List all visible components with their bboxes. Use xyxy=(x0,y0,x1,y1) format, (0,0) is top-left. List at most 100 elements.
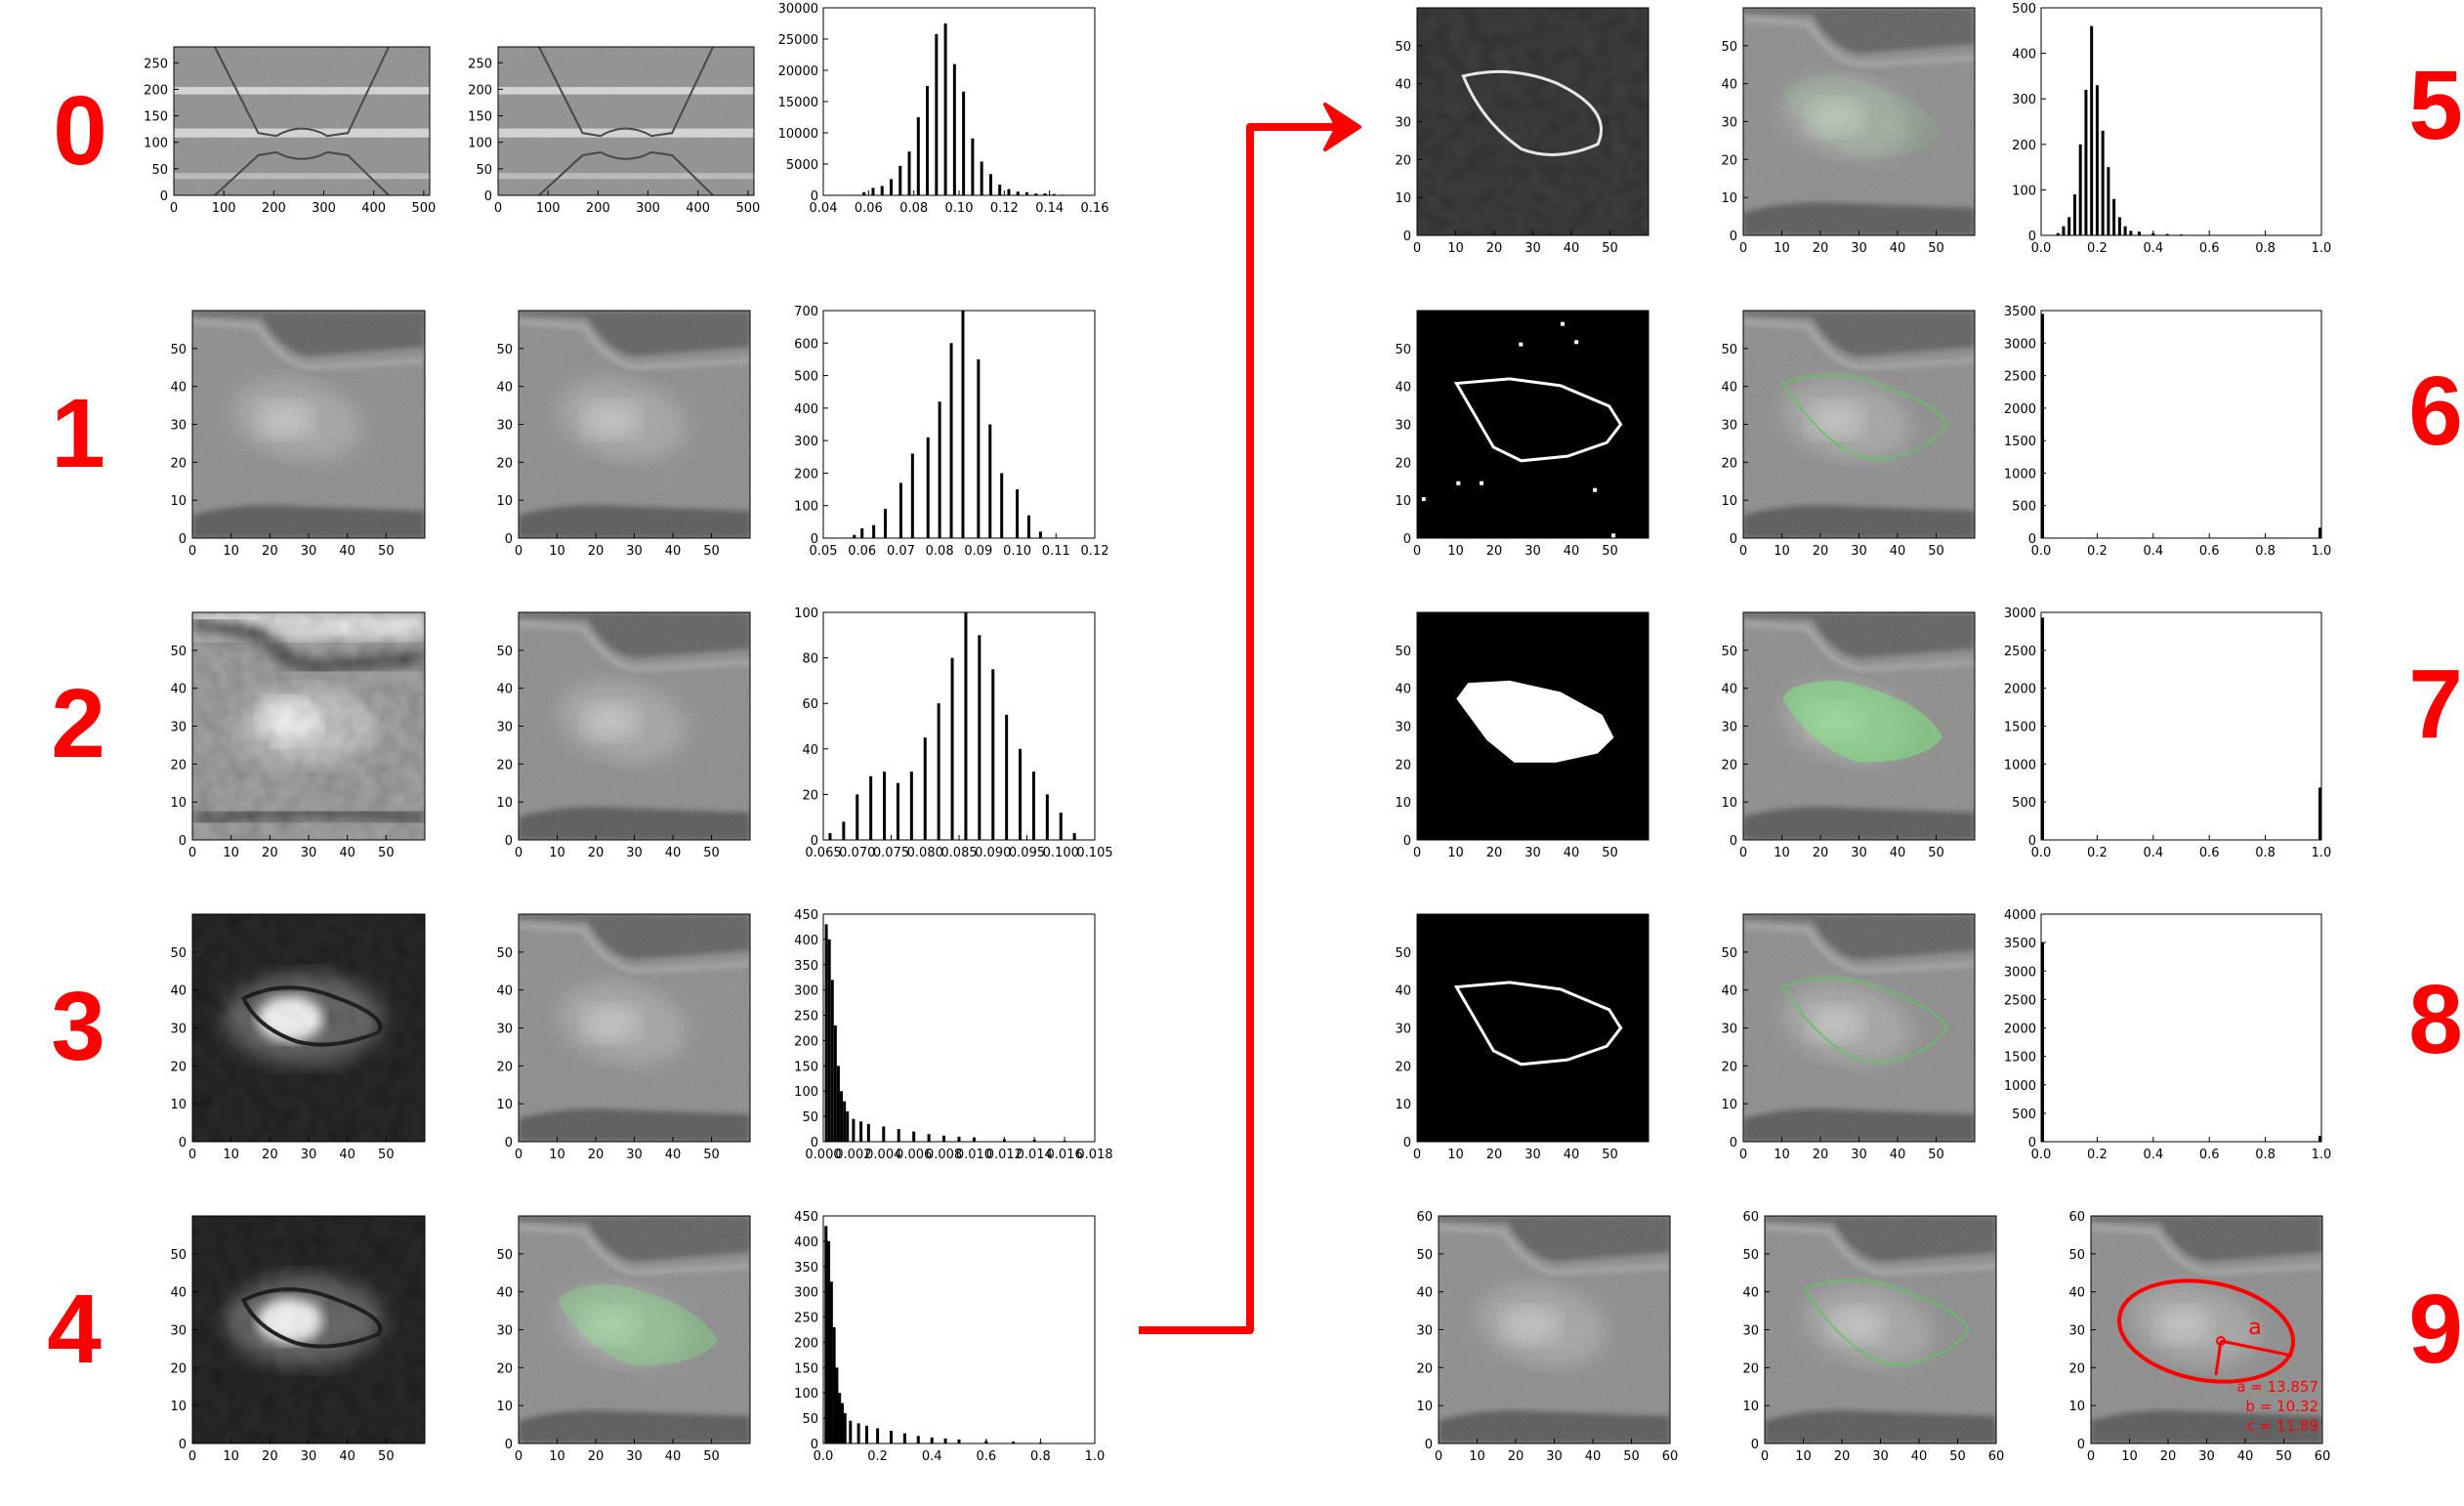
histogram-bar xyxy=(2072,194,2076,235)
flow-arrow-line xyxy=(1139,123,1338,1334)
x-tick-label: 30 xyxy=(1872,1449,1889,1464)
processed-image: 0 10 20 30 40 50 0 10 20 30 40 50 xyxy=(170,310,426,559)
histogram-bar xyxy=(840,1091,844,1142)
histogram-bar xyxy=(849,1420,853,1443)
x-tick-label: 20 xyxy=(588,544,605,559)
x-tick-label: 0.4 xyxy=(922,1449,942,1464)
x-tick-label: 20 xyxy=(1486,1148,1503,1162)
x-tick-label: 0.008 xyxy=(926,1148,962,1162)
y-tick-label: 700 xyxy=(794,305,818,319)
cell-contour xyxy=(1780,977,1948,1064)
x-tick-label: 50 xyxy=(703,846,720,860)
x-tick-label: 0 xyxy=(515,544,522,559)
x-tick-label: 20 xyxy=(2160,1449,2177,1464)
histogram-bar xyxy=(898,165,902,195)
y-tick-label: 1000 xyxy=(2004,1079,2036,1094)
x-tick-label: 10 xyxy=(223,544,239,559)
x-tick-label: 0.0 xyxy=(2031,241,2052,256)
y-tick-label: 0 xyxy=(179,532,187,547)
histogram-step-6: 0.0 0.2 0.4 0.6 0.8 1.0 0 500 1000 1500 2000 2500 30… xyxy=(2004,305,2331,559)
x-tick-label: 10 xyxy=(2121,1449,2138,1464)
histogram-bar xyxy=(991,669,995,840)
y-tick-label: 200 xyxy=(794,1034,818,1049)
histogram-frame xyxy=(2040,611,2322,841)
y-tick-label: 3500 xyxy=(2004,937,2036,951)
histogram-bar xyxy=(978,635,981,840)
y-tick-label: 20 xyxy=(1395,456,1411,471)
histogram-bar xyxy=(864,1425,868,1443)
x-tick-label: 0 xyxy=(170,201,178,216)
histogram-bar xyxy=(890,1431,893,1443)
histogram-bar xyxy=(833,1025,837,1142)
mask-image: 0 10 20 30 40 50 0 10 20 30 40 50 xyxy=(1395,7,1650,256)
histogram-bar xyxy=(964,612,968,840)
y-tick-label: 20 xyxy=(496,456,513,471)
x-tick-label: 30 xyxy=(1851,544,1867,559)
y-tick-label: 30000 xyxy=(778,2,818,17)
y-tick-label: 40 xyxy=(1395,984,1411,999)
y-tick-label: 50 xyxy=(476,163,492,178)
x-tick-label: 0.090 xyxy=(975,846,1011,860)
y-tick-label: 10000 xyxy=(778,127,818,142)
x-tick-label: 40 xyxy=(665,1148,682,1162)
x-tick-label: 0 xyxy=(188,846,196,860)
y-tick-label: 30 xyxy=(1395,1023,1411,1037)
y-tick-label: 30 xyxy=(496,1023,513,1037)
y-tick-label: 500 xyxy=(2012,2,2036,17)
x-tick-label: 10 xyxy=(1774,241,1790,256)
histogram-bar xyxy=(898,482,902,538)
overlay-image: 0 10 20 30 40 50 0 10 20 30 40 50 xyxy=(1721,310,1976,559)
y-tick-label: 1500 xyxy=(2004,721,2036,735)
x-tick-label: 0 xyxy=(1739,544,1747,559)
x-tick-label: 0.2 xyxy=(867,1449,888,1464)
histogram-bar xyxy=(916,1436,920,1443)
y-tick-label: 50 xyxy=(496,343,513,357)
y-tick-label: 100 xyxy=(2012,184,2036,198)
y-tick-label: 500 xyxy=(2012,796,2036,811)
histogram-bar xyxy=(1043,193,1047,195)
x-tick-label: 0.4 xyxy=(2143,241,2163,256)
x-tick-label: 300 xyxy=(636,201,660,216)
x-tick-label: 0.08 xyxy=(899,201,928,216)
x-tick-label: 40 xyxy=(1564,1148,1580,1162)
y-tick-label: 10 xyxy=(1395,494,1411,509)
x-tick-label: 50 xyxy=(1602,241,1618,256)
x-tick-label: 20 xyxy=(1813,846,1829,860)
y-tick-label: 10 xyxy=(1395,191,1411,206)
histogram-step-0: 0.04 0.06 0.08 0.10 0.12 0.14 0.16 0 5000 10000 15… xyxy=(778,2,1109,216)
x-tick-label: 30 xyxy=(626,1148,643,1162)
y-tick-label: 0 xyxy=(505,1136,513,1150)
y-tick-label: 10 xyxy=(1416,1400,1433,1414)
x-tick-label: 50 xyxy=(378,1148,395,1162)
x-tick-label: 50 xyxy=(1623,1449,1640,1464)
y-tick-label: 450 xyxy=(794,1210,818,1225)
x-tick-label: 100 xyxy=(212,201,236,216)
histogram-bar xyxy=(890,179,893,195)
histogram-bar xyxy=(843,1101,847,1142)
x-tick-label: 100 xyxy=(536,201,561,216)
y-tick-label: 10 xyxy=(1395,796,1411,811)
x-tick-label: 0 xyxy=(494,201,502,216)
x-tick-label: 40 xyxy=(2237,1449,2254,1464)
x-tick-label: 40 xyxy=(1890,846,1906,860)
cell-contour xyxy=(1780,373,1948,460)
x-tick-label: 0.05 xyxy=(810,544,838,559)
x-tick-label: 30 xyxy=(301,1449,317,1464)
x-tick-label: 40 xyxy=(1890,544,1906,559)
major-axis-line xyxy=(2220,1339,2293,1358)
x-tick-label: 0.6 xyxy=(2199,241,2220,256)
y-tick-label: 10 xyxy=(1721,1098,1737,1112)
y-tick-label: 40 xyxy=(496,1286,513,1301)
x-tick-label: 300 xyxy=(312,201,336,216)
histogram-bar xyxy=(1031,772,1035,840)
y-tick-label: 30 xyxy=(1742,1324,1759,1339)
x-tick-label: 20 xyxy=(1813,241,1829,256)
x-tick-label: 0.004 xyxy=(865,1148,901,1162)
histogram-bar xyxy=(2084,89,2088,235)
y-tick-label: 10 xyxy=(1395,1098,1411,1112)
y-tick-label: 15000 xyxy=(778,96,818,110)
ellipse-center xyxy=(2216,1336,2226,1346)
histogram-bar xyxy=(1026,515,1030,538)
histogram-bar xyxy=(943,23,947,195)
